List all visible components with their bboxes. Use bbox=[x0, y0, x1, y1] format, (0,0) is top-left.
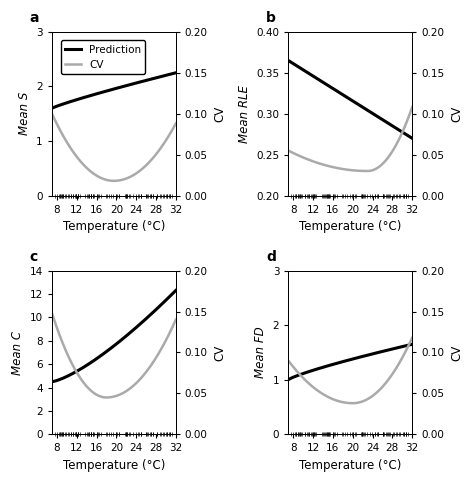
CV bbox=[154, 354, 160, 359]
Line: Prediction: Prediction bbox=[288, 344, 412, 380]
Prediction bbox=[125, 82, 131, 88]
Prediction bbox=[410, 341, 415, 347]
CV bbox=[104, 395, 109, 400]
Prediction bbox=[398, 344, 403, 350]
Prediction bbox=[361, 353, 367, 359]
CV bbox=[154, 151, 160, 156]
CV bbox=[49, 111, 55, 116]
Prediction bbox=[49, 379, 55, 384]
Prediction bbox=[173, 287, 179, 293]
CV bbox=[390, 147, 396, 153]
Text: b: b bbox=[266, 11, 276, 25]
Line: CV: CV bbox=[288, 107, 412, 171]
Prediction bbox=[359, 354, 365, 359]
Prediction bbox=[154, 75, 159, 81]
CV bbox=[359, 168, 365, 174]
CV bbox=[350, 400, 356, 406]
CV bbox=[125, 175, 131, 181]
Line: CV: CV bbox=[52, 114, 176, 181]
CV bbox=[49, 310, 55, 316]
CV bbox=[285, 358, 291, 364]
Prediction bbox=[49, 105, 55, 111]
Prediction bbox=[398, 128, 403, 134]
Legend: Prediction, CV: Prediction, CV bbox=[61, 41, 146, 74]
Prediction bbox=[359, 104, 365, 110]
Line: Prediction: Prediction bbox=[52, 290, 176, 382]
CV bbox=[286, 148, 292, 154]
CV bbox=[286, 358, 292, 364]
Text: d: d bbox=[266, 250, 276, 264]
Y-axis label: Mean RLE: Mean RLE bbox=[237, 85, 251, 142]
CV bbox=[362, 398, 367, 403]
CV bbox=[365, 168, 370, 174]
X-axis label: Temperature (°C): Temperature (°C) bbox=[63, 220, 165, 233]
CV bbox=[173, 121, 179, 127]
CV bbox=[49, 312, 55, 317]
Prediction bbox=[123, 83, 128, 89]
CV bbox=[410, 104, 415, 110]
Prediction bbox=[361, 105, 367, 111]
CV bbox=[359, 398, 365, 404]
X-axis label: Temperature (°C): Temperature (°C) bbox=[299, 220, 401, 233]
Line: Prediction: Prediction bbox=[52, 73, 176, 108]
Prediction bbox=[123, 333, 128, 339]
CV bbox=[173, 317, 179, 323]
CV bbox=[162, 140, 167, 145]
CV bbox=[123, 388, 129, 394]
X-axis label: Temperature (°C): Temperature (°C) bbox=[63, 459, 165, 472]
Y-axis label: CV: CV bbox=[450, 344, 463, 361]
Prediction bbox=[286, 58, 292, 64]
Line: Prediction: Prediction bbox=[288, 60, 412, 138]
Prediction bbox=[122, 334, 128, 340]
Prediction bbox=[49, 379, 55, 384]
CV bbox=[285, 148, 291, 154]
Y-axis label: CV: CV bbox=[450, 106, 463, 122]
Prediction bbox=[390, 123, 396, 129]
Prediction bbox=[173, 70, 179, 76]
Y-axis label: CV: CV bbox=[213, 344, 227, 361]
CV bbox=[111, 178, 117, 184]
Y-axis label: CV: CV bbox=[213, 106, 227, 122]
Prediction bbox=[359, 354, 365, 359]
CV bbox=[360, 398, 365, 404]
Prediction bbox=[122, 83, 128, 89]
Prediction bbox=[410, 135, 415, 141]
CV bbox=[125, 387, 131, 393]
CV bbox=[410, 335, 415, 341]
Prediction bbox=[125, 332, 131, 338]
CV bbox=[123, 176, 128, 182]
Text: a: a bbox=[30, 11, 39, 25]
CV bbox=[123, 389, 128, 395]
CV bbox=[123, 176, 129, 182]
Prediction bbox=[286, 377, 292, 383]
CV bbox=[359, 168, 365, 174]
Y-axis label: Mean S: Mean S bbox=[18, 92, 31, 135]
Y-axis label: Mean C: Mean C bbox=[11, 330, 24, 374]
Prediction bbox=[285, 57, 291, 63]
Prediction bbox=[390, 346, 396, 352]
CV bbox=[361, 168, 367, 174]
Line: CV: CV bbox=[52, 313, 176, 398]
X-axis label: Temperature (°C): Temperature (°C) bbox=[299, 459, 401, 472]
Line: CV: CV bbox=[288, 338, 412, 403]
Prediction bbox=[49, 105, 55, 111]
Prediction bbox=[285, 377, 291, 383]
CV bbox=[398, 132, 404, 138]
CV bbox=[49, 112, 55, 117]
Y-axis label: Mean FD: Mean FD bbox=[254, 327, 267, 378]
Prediction bbox=[359, 104, 365, 110]
Prediction bbox=[161, 299, 167, 305]
CV bbox=[398, 357, 404, 363]
Prediction bbox=[154, 306, 159, 312]
Prediction bbox=[161, 73, 167, 79]
CV bbox=[390, 370, 396, 376]
CV bbox=[162, 340, 167, 346]
Text: c: c bbox=[30, 250, 38, 264]
